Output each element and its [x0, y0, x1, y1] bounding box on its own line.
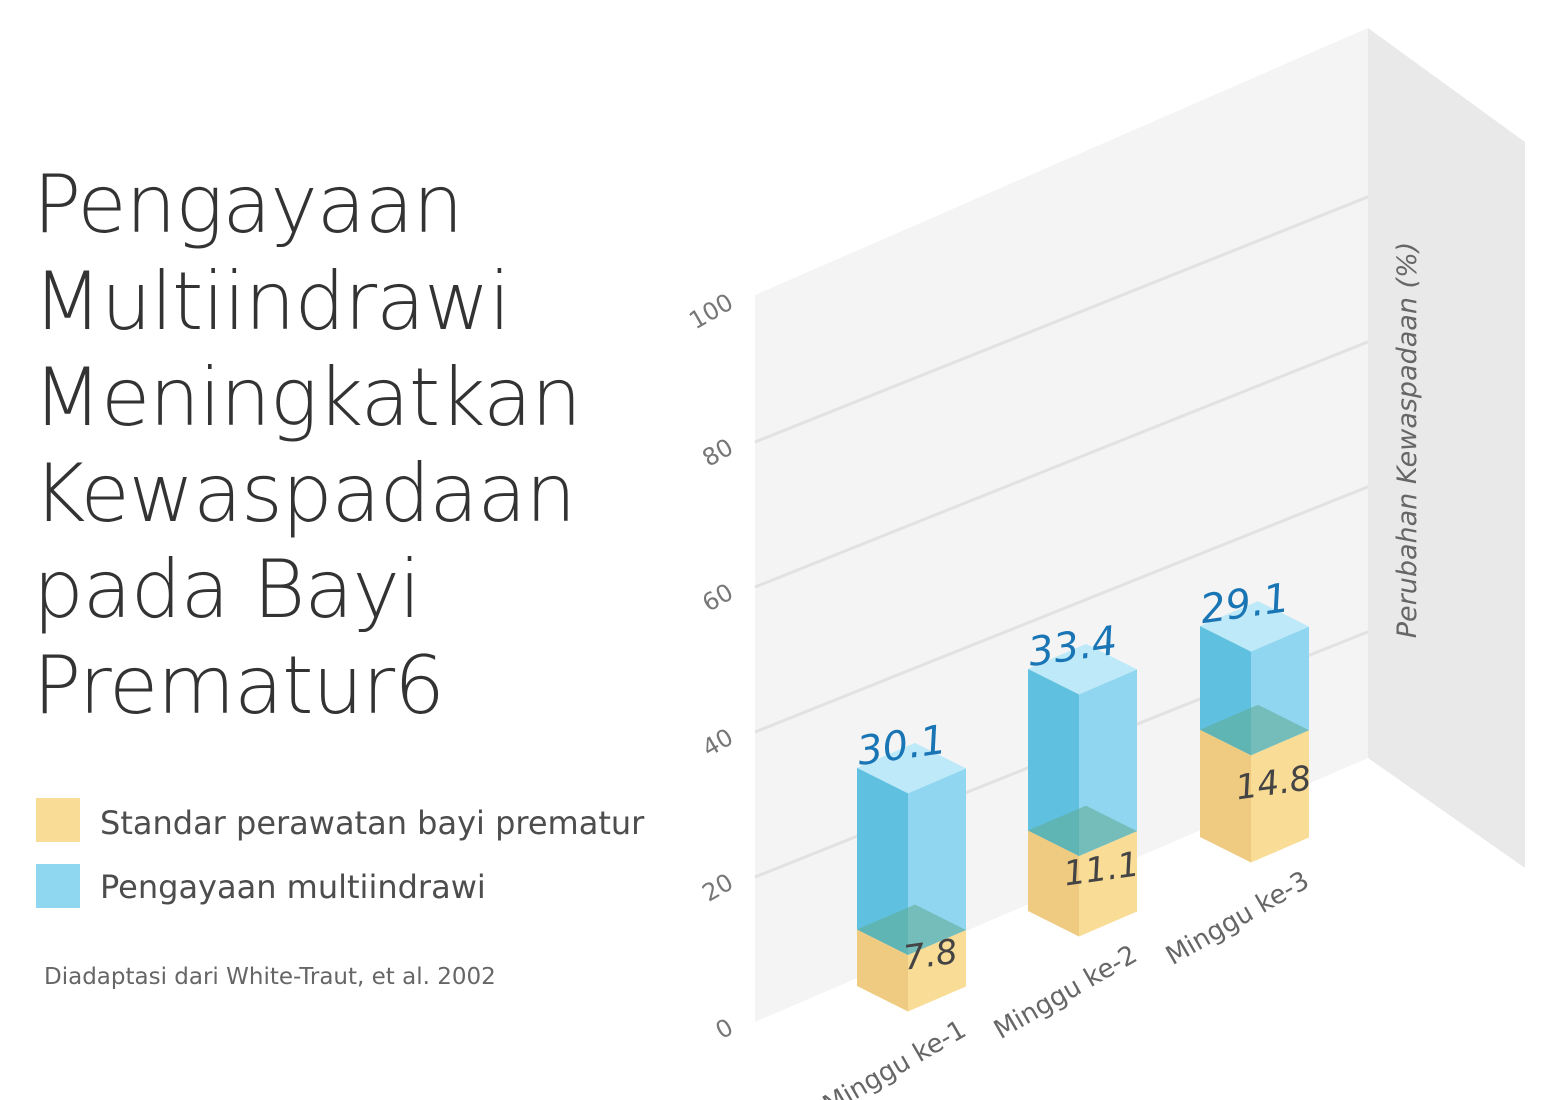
- bar-standard-front: [857, 929, 908, 1012]
- title-line: Multiindrawi: [33, 255, 511, 348]
- source-note: Diadaptasi dari White-Traut, et al. 2002: [44, 964, 496, 990]
- bar-enrichment-front: [857, 767, 908, 955]
- y-tick-label: 100: [684, 288, 738, 335]
- y-tick-label: 40: [698, 723, 738, 763]
- title-line: Kewaspadaan: [33, 447, 576, 540]
- bar-enrichment-top: [1200, 601, 1309, 652]
- title-line: Pengayaan: [33, 158, 463, 251]
- legend-swatch-standard: [36, 798, 80, 842]
- y-axis-label: Perubahan Kewaspadaan (%): [1392, 242, 1423, 639]
- bar-overlap-plane: [1200, 704, 1309, 756]
- bar-standard-front: [1200, 729, 1251, 863]
- bar-enrichment-top: [857, 742, 966, 794]
- bar-standard-front: [1028, 830, 1079, 937]
- x-tick-label: Minggu ke-3: [1161, 866, 1315, 972]
- bar-overlap-plane: [1028, 805, 1137, 857]
- y-tick-label: 0: [711, 1013, 738, 1045]
- gridline: [754, 485, 1369, 734]
- bar-enrichment-front: [1028, 668, 1079, 857]
- value-label-standard: 7.8: [901, 932, 960, 979]
- x-tick-label: Minggu ke-1: [818, 1015, 972, 1100]
- x-tick-label: Minggu ke-2: [989, 940, 1143, 1046]
- gridline: [754, 340, 1369, 589]
- gridline: [754, 195, 1369, 444]
- legend-label-enrichment: Pengayaan multiindrawi: [100, 868, 486, 906]
- side-wall: [1368, 28, 1525, 868]
- y-tick-label: 20: [698, 868, 738, 908]
- bar-standard-side: [1251, 730, 1309, 863]
- y-tick-label: 80: [698, 433, 738, 473]
- legend-label-standard: Standar perawatan bayi prematur: [100, 804, 645, 842]
- bar-overlap-plane: [857, 904, 966, 955]
- y-tick-label: 60: [698, 578, 738, 618]
- title-line: Meningkatkan: [33, 351, 582, 444]
- bar-standard-side: [1079, 831, 1137, 937]
- title-line: Prematur6: [33, 639, 445, 732]
- bar-enrichment-top: [1028, 643, 1137, 695]
- legend-swatch-enrichment: [36, 864, 80, 908]
- title-line: pada Bayi: [33, 543, 421, 636]
- bar-standard-side: [908, 930, 966, 1012]
